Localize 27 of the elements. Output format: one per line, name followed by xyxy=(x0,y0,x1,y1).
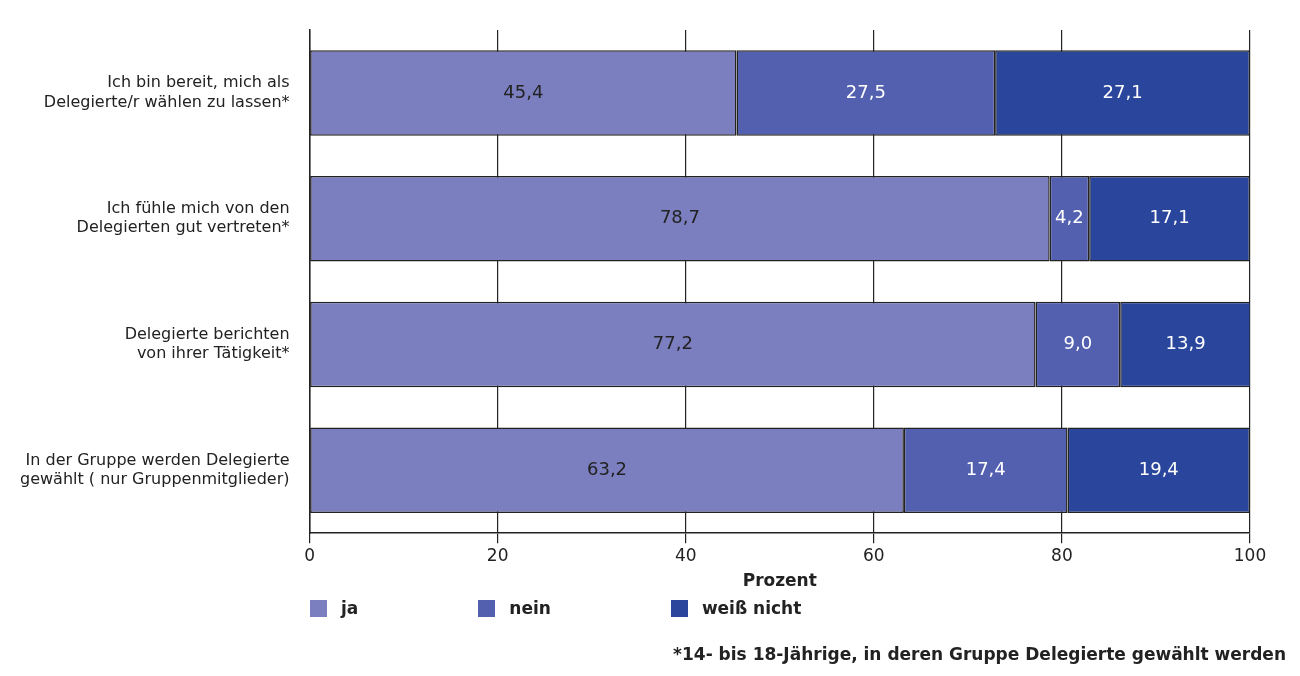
data-label: 27,5 xyxy=(845,80,886,102)
data-label: 63,2 xyxy=(586,457,628,479)
data-label: 19,4 xyxy=(1138,457,1179,479)
x-tick-label: 80 xyxy=(1051,544,1073,565)
x-tick-label: 100 xyxy=(1233,544,1267,565)
data-label: 17,1 xyxy=(1149,206,1190,228)
x-tick-label: 0 xyxy=(304,544,315,565)
text: *14- bis 18-Jährige, in deren Gruppe Delegierte gewählt werden xyxy=(673,644,1286,665)
x-tick-label: 20 xyxy=(486,544,509,565)
x-tick-label: 40 xyxy=(674,544,697,565)
y-tick-label: In der Gruppe werden Delegierte gewählt ( nur Gruppenmitglieder) xyxy=(19,449,290,489)
data-label: 27,1 xyxy=(1102,80,1143,102)
legend-label: nein xyxy=(509,598,551,618)
y-tick-label: Ich fühle mich von den Delegierten gut vertreten* xyxy=(76,198,290,237)
data-label: 17,4 xyxy=(965,457,1006,479)
y-tick-label: Delegierte berichten von ihrer Tätigkeit* xyxy=(124,324,290,363)
x-axis-title: Prozent xyxy=(742,570,817,591)
data-label: 4,2 xyxy=(1055,206,1084,228)
data-label: 13,9 xyxy=(1165,332,1206,354)
legend-label: weiß nicht xyxy=(701,598,802,618)
x-tick-label: 60 xyxy=(863,544,885,565)
data-label: 45,4 xyxy=(503,80,544,102)
data-label: 77,2 xyxy=(652,332,693,354)
data-label: 9,0 xyxy=(1063,332,1093,354)
data-label: 78,7 xyxy=(659,206,700,228)
legend-label: ja xyxy=(341,598,359,618)
y-tick-label: Ich bin bereit, mich als Delegierte/r wählen zu lassen* xyxy=(43,72,290,111)
